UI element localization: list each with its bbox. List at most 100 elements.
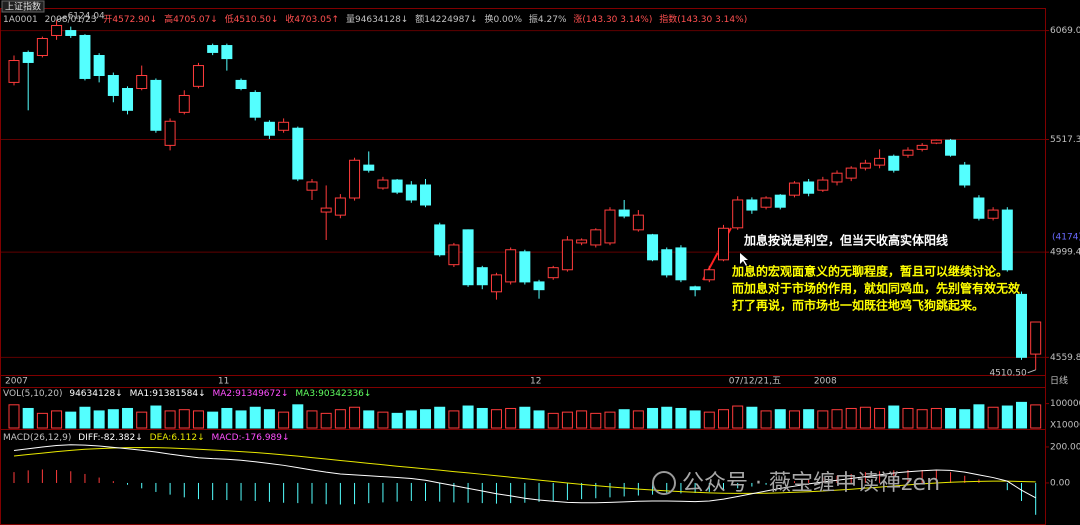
volume-bar [632,410,644,429]
volume-bar [973,404,985,429]
volume-bar [760,410,772,429]
candle-body [292,127,304,180]
candle-body [306,181,318,191]
volume-bar [8,404,20,429]
volume-bar [235,410,247,429]
candle-body [107,75,119,96]
amount: 额14224987↓ [415,13,477,25]
volume-bar [476,407,488,429]
volume-bar [718,409,729,429]
candle-body [576,239,588,244]
candle-body [888,155,900,171]
candle-body [590,229,602,246]
volume-bar [547,412,559,429]
y-tick-label: 5517.3 [1050,135,1080,145]
vol-value: 94634128↓ [69,389,122,399]
candle-body [349,159,361,199]
min-label: 4510.50 [989,368,1026,378]
x-tick-label: 2008 [814,377,837,387]
volume-bar [590,412,602,429]
candle-body [1001,209,1013,271]
volume-bar [817,410,829,429]
volume-bar [320,412,332,429]
y-tick-label: 200.00 [1050,442,1080,452]
volume-bar [703,411,715,429]
volume-bar [533,410,545,429]
candle-body [859,162,871,169]
volume-bar [420,409,432,429]
unit-label: X10000 [1050,421,1080,431]
min-pointer [1027,369,1036,374]
candle-body [391,179,403,193]
candle-body [930,139,942,144]
candle-body [8,60,20,83]
candle-body [405,184,417,201]
quote-line: 1A0001 2008/01/23 开4572.90↓ 高4705.07↓ 低4… [3,13,747,25]
candle-body [618,209,630,217]
candle-body [604,209,616,244]
volume-bar [930,407,942,429]
annotation: 打了再说，而市场也一如既往地鸡飞狗跳起来。 [732,298,984,313]
candle-body [845,167,857,179]
candle-body [732,199,744,229]
dea: DEA:6.112↓ [150,433,205,443]
turnover: 换0.00% [484,13,522,25]
volume-bar [221,407,233,429]
candle-body [207,45,219,53]
candle-body [93,55,105,77]
volume-bar [79,406,91,429]
diff: DIFF:-82.382↓ [78,433,143,443]
annotation: 而加息对于市场的作用，就如同鸡血，先别管有效无效 [732,281,1021,296]
candle-body [136,75,148,90]
volume-bar [505,407,517,429]
macd-header: MACD(26,12,9) DIFF:-82.382↓ DEA:6.112↓ M… [3,433,290,443]
volume-bar [1015,401,1027,429]
diff-line [13,444,1036,504]
volume-bar [859,406,871,429]
period[interactable]: 日线 [1050,375,1068,387]
candle-body [79,34,91,79]
candle-body [1030,321,1042,355]
macd-params: MACD(26,12,9) [3,433,71,443]
candle-body [519,251,531,283]
volume-bar [1030,404,1042,429]
candle-body [959,164,971,186]
volume-bar [888,405,900,429]
candle-body [760,197,772,208]
candle-body [249,91,261,118]
candle-body [945,139,957,156]
volume-bar [803,409,815,429]
candle-body [462,229,474,286]
candle-body [420,184,432,206]
candle-body [902,149,914,156]
candle-body [448,244,460,266]
x-tick-label: 07/12/21,五 [729,377,781,387]
open: 开4572.90↓ [103,14,157,25]
ma1: MA1:91381584↓ [130,389,206,399]
volume-bar [263,409,275,429]
tab[interactable] [1,0,45,13]
volume-bar [746,406,758,429]
candle-body [36,38,48,57]
annotation: 加息按说是利空，但当天收高实体阳线 [743,233,948,248]
ma3: MA3:90342336↓ [295,389,371,399]
volume-bar [363,410,375,429]
y-tick-label: 0.00 [1050,478,1070,488]
volume-bar [618,409,630,429]
volume-bar [65,411,77,429]
tab-title[interactable]: 上证指数 [5,1,41,13]
volume-bar [987,406,999,429]
max-pointer [56,15,67,21]
volume-bar [306,410,318,429]
y-tick-label: 6069.0 [1050,26,1080,36]
dea-line [13,446,1036,494]
candle-body [334,197,346,216]
volume-bar [647,407,659,429]
vol-header: VOL(5,10,20) 94634128↓ MA1:91381584↓ MA2… [3,389,371,399]
volume-bar [349,406,361,429]
volume-bar [249,406,261,429]
candle-body [65,30,77,36]
candle-body [490,274,502,293]
volume-bar [675,407,687,429]
